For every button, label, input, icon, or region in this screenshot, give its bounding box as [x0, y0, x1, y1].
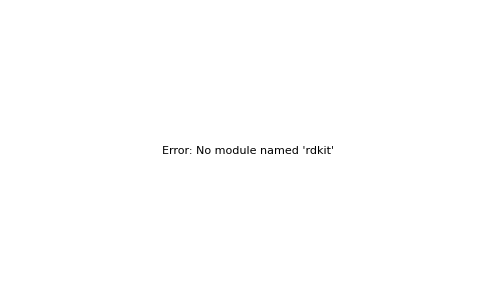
Text: Error: No module named 'rdkit': Error: No module named 'rdkit' — [162, 146, 334, 157]
